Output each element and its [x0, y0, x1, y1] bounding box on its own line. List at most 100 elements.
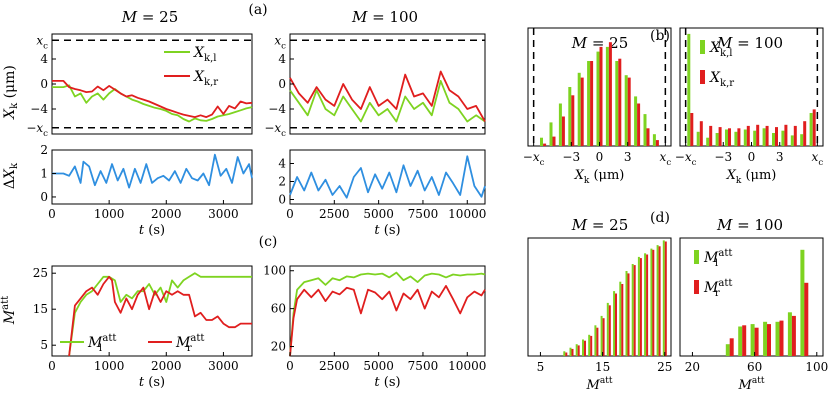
bar-M_l^att [644, 253, 647, 356]
svg-text:M = 25: M = 25 [571, 216, 629, 234]
x-tick-label: 3000 [208, 207, 239, 221]
svg-text:M = 25: M = 25 [571, 34, 629, 52]
bar-M_l^att [606, 302, 609, 356]
bar-M_l^att [787, 312, 792, 356]
x-tick-label: 2500 [319, 207, 350, 221]
panel-label-c: (c) [259, 234, 278, 250]
bar-X_k,r [599, 46, 603, 146]
bar-X_k,l [568, 87, 572, 146]
bar-M_r^att [639, 258, 642, 356]
bar-M_r^att [615, 293, 617, 356]
series-line-M_l^att [68, 272, 252, 357]
bar-X_k,l [781, 130, 785, 146]
panel-label-a: (a) [248, 2, 267, 18]
bar-M_l^att [738, 326, 743, 356]
bar-M_l^att [563, 351, 566, 356]
ylabel-c1: Matt [0, 296, 18, 325]
bar-X_k,l [790, 135, 794, 146]
x-tick-label: 5000 [363, 207, 394, 221]
series-line-X_k,l [52, 84, 253, 123]
x-tick-label: 25 [657, 360, 672, 374]
bar-M_r^att [565, 352, 568, 356]
x-tick-label: 7500 [408, 207, 439, 221]
y-tick-label: 0 [278, 193, 286, 207]
bar-X_k,l [624, 75, 628, 146]
title-d1: M = 25 [571, 216, 629, 234]
bar-M_r^att [742, 325, 747, 356]
svg-text:M = 100: M = 100 [351, 8, 418, 26]
bar-X_k,r [655, 140, 659, 146]
bar-X_k,l [696, 131, 700, 146]
title-b1: M = 25 [571, 34, 629, 52]
series-line-X_k,r [52, 80, 253, 118]
series-line-M_r^att [289, 284, 486, 357]
bar-M_l^att [725, 344, 730, 356]
panel-b2-hist-xk-m100: −xc −3 0 3 xc Xk (μm) Xk,l Xk,r [675, 27, 824, 186]
bar-X_k,r [803, 121, 807, 146]
y-tick-label: 20 [271, 340, 286, 354]
bar-X_k,l [615, 61, 619, 146]
y-tick-label: 60 [271, 302, 286, 316]
bar-X_k,l [596, 51, 600, 146]
svg-text:ΔXk: ΔXk [2, 162, 20, 189]
bar-M_r^att [584, 340, 586, 356]
bar-M_r^att [664, 241, 667, 356]
ylabel-a1: Xk (μm) [2, 65, 20, 120]
panel-a3-deltaxk-m25: 0 1 2 0 1000 2000 3000 t (s) [40, 143, 253, 238]
plot-frame [527, 237, 672, 357]
legend-swatch [700, 70, 705, 84]
x-tick-label: −xc [675, 150, 697, 168]
legend-entry: Matt l [703, 248, 732, 269]
bar-X_k,r [746, 125, 750, 146]
x-axis-label: t (s) [139, 375, 165, 390]
bar-X_k,l [577, 72, 581, 146]
bar-X_k,l [587, 61, 591, 146]
bar-M_r^att [608, 305, 611, 356]
series-line-delta [52, 153, 253, 189]
bar-M_l^att [800, 249, 805, 356]
x-tick-label: 3 [776, 150, 784, 164]
y-tick-label: 1 [40, 166, 48, 180]
x-tick-label: 0 [48, 207, 56, 221]
bar-M_l^att [569, 347, 572, 356]
panel-a1-xk-m25: −xc −4 0 4xc Xk,l Xk,r [26, 33, 253, 139]
bar-X_k,r [561, 116, 565, 146]
bar-X_k,l [605, 46, 609, 146]
bar-X_k,r [775, 127, 778, 146]
bar-M_l^att [588, 334, 591, 356]
bar-M_r^att [633, 265, 636, 356]
legend-entry: Xk,r [193, 69, 218, 88]
bar-X_k,l [753, 130, 757, 146]
bar-X_k,r [618, 58, 622, 147]
plot-frame [51, 265, 253, 357]
legend-entry: Matt r [703, 278, 732, 299]
ylabel-a3: ΔXk [2, 162, 20, 189]
x-tick-label: 20 [685, 360, 700, 374]
bar-M_r^att [729, 338, 734, 356]
panel-label-d: (d) [650, 210, 670, 226]
series-line-M_r^att [68, 275, 252, 357]
svg-text:M = 100: M = 100 [716, 34, 783, 52]
bar-M_r^att [658, 246, 661, 356]
title-a1: M = 25 [121, 8, 179, 26]
y-tick-label: 25 [33, 266, 48, 280]
bar-M_l^att [775, 321, 780, 356]
bar-X_k,r [637, 103, 641, 146]
x-tick-label: 2500 [319, 359, 350, 373]
bar-X_k,l [706, 137, 710, 146]
bar-M_l^att [763, 321, 768, 356]
y-tick-label: −xc [26, 121, 48, 139]
x-tick-label: 1000 [94, 207, 125, 221]
bar-X_k,r [793, 125, 797, 146]
bar-M_r^att [602, 318, 605, 356]
bar-X_k,r [646, 128, 650, 146]
x-tick-label: 0 [596, 150, 604, 164]
bar-X_k,r [728, 128, 731, 146]
x-tick-label: 2000 [151, 359, 182, 373]
bar-X_k,r [608, 42, 612, 147]
x-tick-label: 2000 [151, 207, 182, 221]
bar-X_k,l [743, 129, 747, 146]
bar-X_k,l [643, 114, 647, 146]
title-d2: M = 100 [716, 216, 783, 234]
